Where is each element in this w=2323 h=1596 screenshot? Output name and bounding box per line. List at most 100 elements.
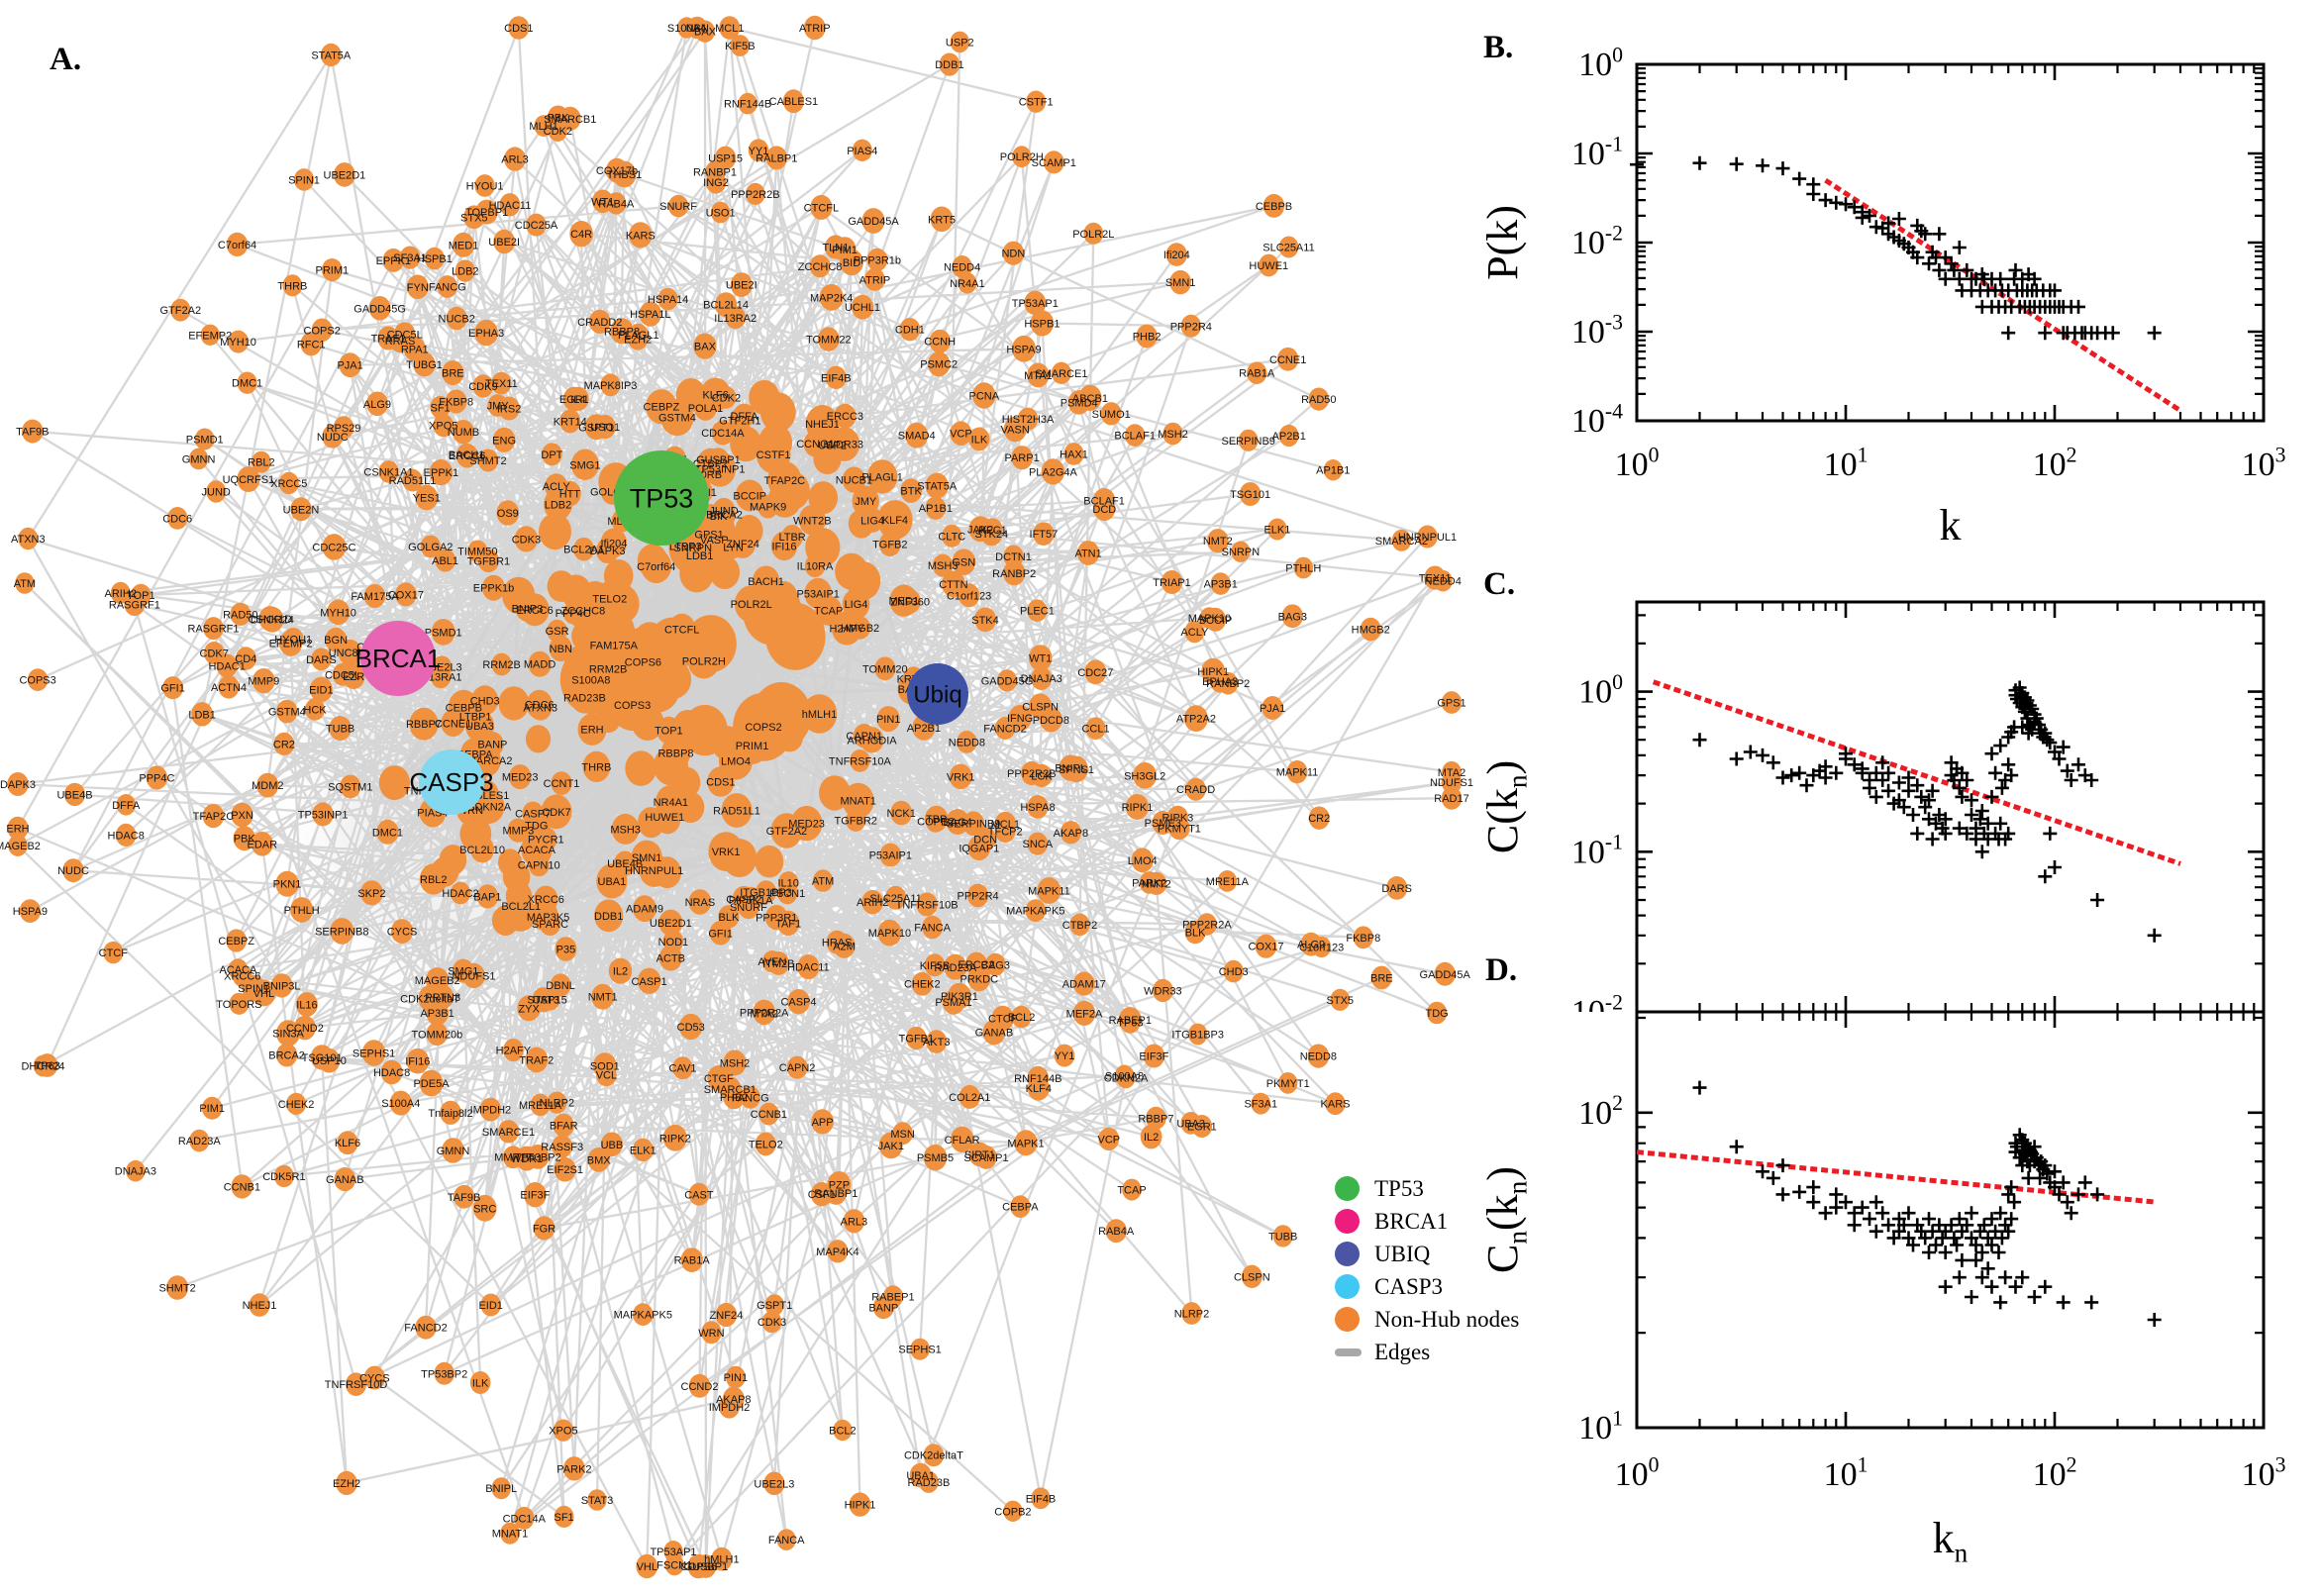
nonhub-node <box>435 549 455 572</box>
nonhub-node <box>110 581 131 605</box>
nonhub-node <box>1027 362 1050 388</box>
gene-label: P53AIP1 <box>869 850 912 862</box>
gene-label: ITGB1BP3 <box>1171 1030 1224 1042</box>
gene-label: POLA1 <box>688 403 723 415</box>
nonhub-node <box>672 1056 693 1080</box>
gene-label: CCNB1 <box>224 1181 260 1193</box>
nonhub-node <box>293 168 315 191</box>
nonhub-node <box>730 272 753 297</box>
gene-label: RALBP1 <box>756 152 797 164</box>
gene-label: UBA1 <box>906 1470 935 1482</box>
nonhub-node <box>932 553 954 577</box>
nonhub-node <box>985 952 1006 976</box>
gene-label: PKN1 <box>273 879 302 891</box>
gene-label: HIST2H3A <box>1002 414 1055 426</box>
nonhub-node <box>1238 429 1259 451</box>
gene-label: GPS1 <box>694 529 723 541</box>
gene-label: TAF9B <box>16 427 49 439</box>
gene-label: GMNN <box>437 1146 470 1157</box>
gene-label: UBE4B <box>607 858 643 870</box>
gene-label: USP15 <box>533 994 567 1006</box>
gene-label: ARL3 <box>841 1216 868 1228</box>
nonhub-node <box>273 732 295 756</box>
gene-label: EPPK1 <box>424 467 458 479</box>
gene-label: ADAM17 <box>1062 979 1106 991</box>
gene-label: CDKN2A <box>466 802 511 814</box>
gene-label: CDC5L <box>325 669 360 681</box>
gene-label: Tnfaip8l2 <box>428 1108 472 1120</box>
gene-label: BFAR <box>550 1121 578 1133</box>
nonhub-node <box>116 794 136 816</box>
nonhub-node <box>312 802 334 827</box>
nonhub-node <box>809 254 831 278</box>
gene-label: TELO2 <box>592 594 627 606</box>
gene-label: CTGF <box>704 1073 734 1085</box>
gene-label: Ifi204 <box>1163 249 1190 261</box>
gene-label: CDK5R1 <box>262 1171 305 1183</box>
nonhub-node <box>395 582 417 607</box>
nonhub-node <box>1025 899 1047 923</box>
gene-label: HDAC11 <box>489 200 532 212</box>
gene-label: PSMD1 <box>186 435 224 447</box>
nonhub-node <box>233 826 255 851</box>
nonhub-node <box>470 836 495 863</box>
gene-label: TFAP2C <box>193 811 235 823</box>
gene-label: BCCIP <box>733 491 766 503</box>
nonhub-node <box>290 897 314 923</box>
panel-label-d: D. <box>1485 952 1518 988</box>
gene-label: CHD3 <box>1219 966 1249 978</box>
gene-label: CCNH <box>924 337 956 349</box>
nonhub-node <box>547 619 567 643</box>
gene-label: POLR2L <box>1072 229 1114 241</box>
nonhub-node <box>472 374 494 398</box>
gene-label: GFI1 <box>708 928 732 940</box>
gene-label: ARL3 <box>501 154 529 166</box>
gene-label: TOPBP1 <box>465 207 508 219</box>
gene-label: VRK1 <box>712 847 741 858</box>
gene-label: BGN <box>324 635 348 647</box>
chart-b-data-points <box>1630 155 2162 341</box>
nonhub-node <box>942 570 965 598</box>
gene-label: COPS2 <box>745 722 781 734</box>
gene-label: BIK <box>710 511 728 523</box>
nonhub-node <box>677 17 696 39</box>
gene-label: BAP1 <box>473 891 501 903</box>
gene-label: DFFA <box>730 411 758 423</box>
gene-label: RAD51L1 <box>713 806 760 818</box>
gene-label: RAB4A <box>1098 1226 1135 1238</box>
gene-label: S100A4 <box>667 23 706 35</box>
gene-label: LDB2 <box>452 266 479 278</box>
gene-label: BANP <box>868 1302 898 1314</box>
gene-label: LYN <box>723 542 744 553</box>
nonhub-node <box>454 1184 475 1209</box>
gene-label: TP63 <box>35 1060 60 1072</box>
gene-label: TDG <box>525 820 548 832</box>
legend-label-nonhub: Non-Hub nodes <box>1374 1306 1520 1332</box>
gene-label: MEF2A <box>1066 1008 1103 1020</box>
gene-label: UBB <box>601 1140 624 1151</box>
nonhub-node <box>680 1247 703 1272</box>
gene-label: XRCC6 <box>528 894 564 906</box>
gene-label: KIF5B <box>725 41 756 52</box>
gene-label: RANBP1 <box>814 1188 858 1200</box>
nonhub-node <box>230 602 252 626</box>
nonhub-node <box>905 422 929 449</box>
gene-label: SMG1 <box>448 966 478 978</box>
nonhub-node <box>569 221 593 248</box>
nonhub-node <box>1161 570 1183 594</box>
gene-label: IFI16 <box>405 1056 430 1068</box>
gene-label: TRIAP1 <box>1153 577 1191 589</box>
nonhub-node <box>707 503 731 530</box>
gene-label: SF1 <box>555 1512 574 1524</box>
legend-swatch-casp3-circle <box>1335 1274 1360 1299</box>
gene-label: SEPHS1 <box>898 1345 941 1356</box>
gene-label: CCNG1 <box>796 439 835 450</box>
nonhub-node <box>1231 541 1251 562</box>
gene-label: MAGEB2 <box>0 841 41 852</box>
gene-label: SHMT2 <box>469 455 506 467</box>
nonhub-node <box>378 460 399 483</box>
gene-label: PSMC2 <box>920 359 958 371</box>
nonhub-node <box>573 537 595 561</box>
nonhub-node <box>662 930 684 953</box>
nonhub-node <box>861 208 885 234</box>
